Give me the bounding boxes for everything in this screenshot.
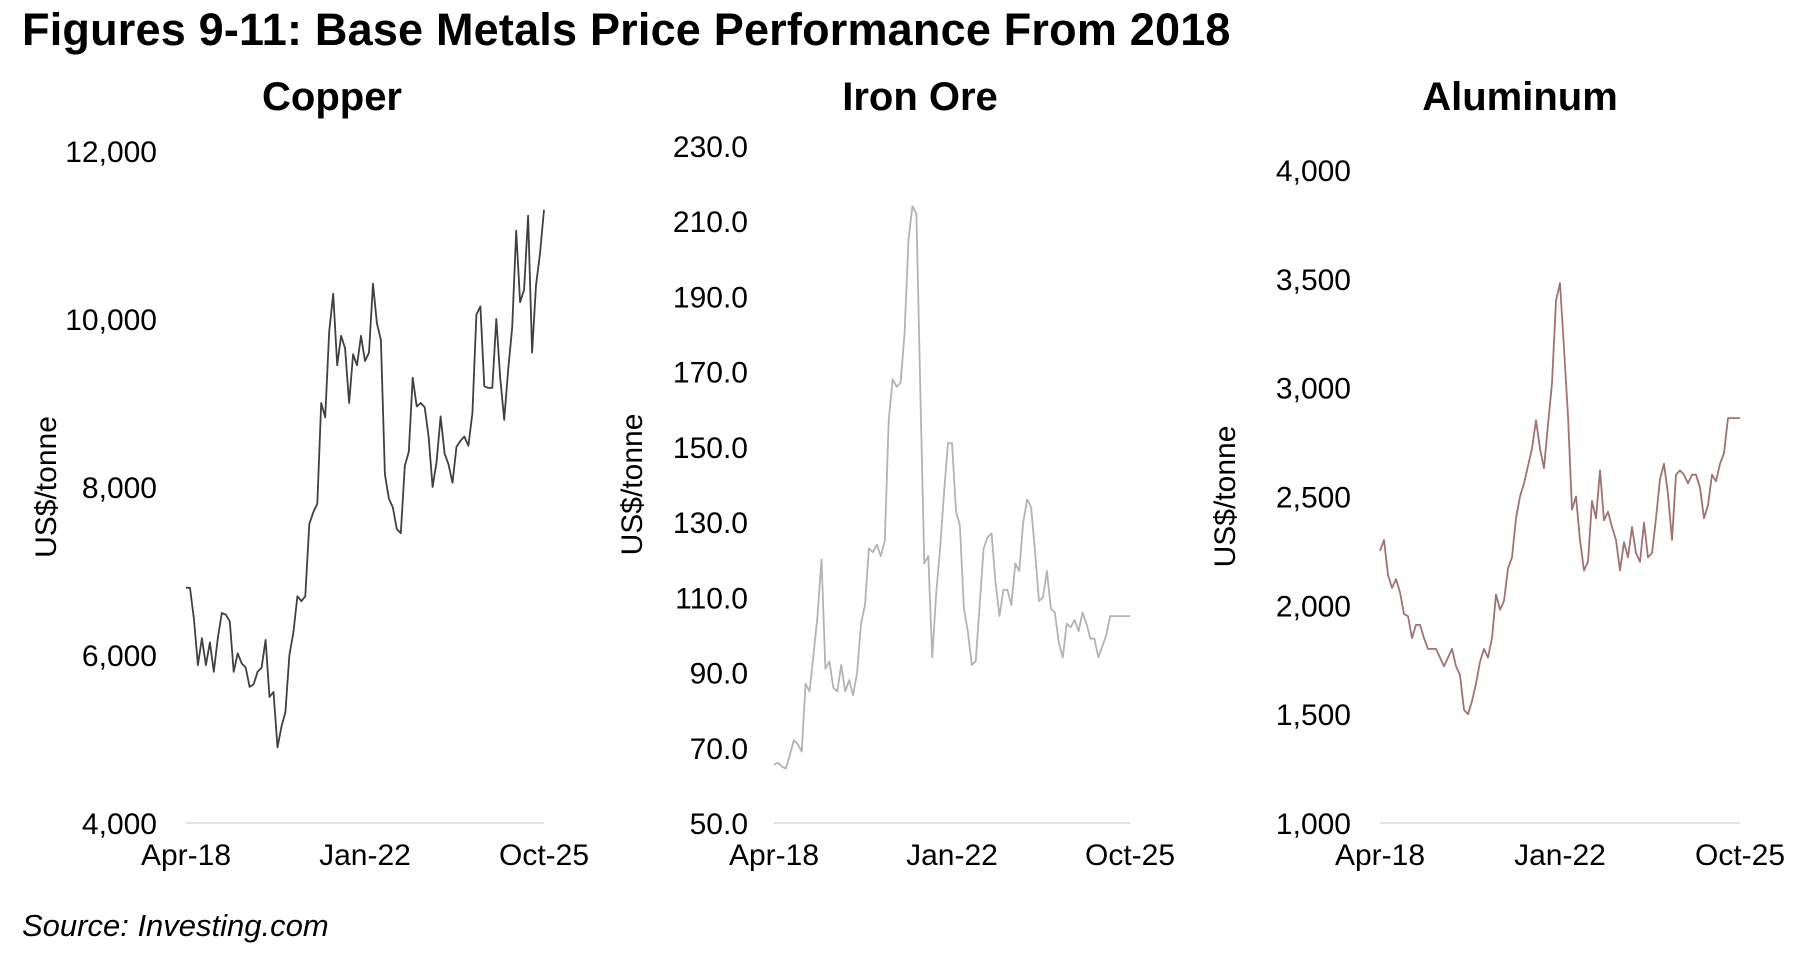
iron-ore-y-tick-label: 110.0 [675,582,748,615]
copper-y-tick-label: 8,000 [82,472,157,505]
aluminum-chart: Aluminum US$/tonne 1,000 1,500 2,000 2,500 3,0… [1209,75,1785,872]
iron-ore-chart-title: Iron Ore [842,75,998,119]
iron-ore-x-tick-label: Oct-25 [1085,839,1175,872]
iron-ore-y-tick-label: 90.0 [690,658,748,691]
iron-ore-y-tick-label: 130.0 [673,507,748,540]
iron-ore-x-tick-label: Apr-18 [729,839,819,872]
copper-y-tick-label: 10,000 [65,304,157,337]
iron-ore-y-tick-label: 230.0 [673,131,748,164]
copper-y-tick-label: 6,000 [82,640,157,673]
aluminum-x-tick-label: Jan-22 [1514,839,1606,872]
copper-price-line [186,209,545,749]
iron-ore-chart: Iron Ore US$/tonne 50.0 70.0 90.0 110.0 130.0 1… [616,75,1175,872]
aluminum-y-tick-label: 3,000 [1276,373,1351,406]
copper-y-tick-label: 4,000 [82,808,157,841]
aluminum-y-tick-label: 1,000 [1276,808,1351,841]
iron-ore-y-tick-label: 150.0 [673,432,748,465]
aluminum-x-tick-label: Oct-25 [1695,839,1785,872]
aluminum-y-tick-label: 1,500 [1276,699,1351,732]
iron-ore-x-tick-label: Jan-22 [906,839,998,872]
page-title: Figures 9-11: Base Metals Price Performa… [22,4,1231,55]
iron-ore-y-axis-label: US$/tonne [616,414,649,556]
aluminum-chart-title: Aluminum [1422,75,1618,119]
aluminum-y-axis-label: US$/tonne [1209,426,1242,568]
aluminum-y-tick-label: 2,000 [1276,590,1351,623]
copper-chart-title: Copper [262,75,402,119]
iron-ore-y-tick-label: 50.0 [690,808,748,841]
aluminum-y-tick-label: 2,500 [1276,482,1351,515]
aluminum-x-tick-label: Apr-18 [1335,839,1425,872]
aluminum-y-tick-label: 4,000 [1276,155,1351,188]
copper-x-tick-label: Jan-22 [319,839,411,872]
iron-ore-y-tick-label: 170.0 [673,357,748,390]
aluminum-price-line [1379,282,1740,716]
copper-x-tick-label: Oct-25 [499,839,589,872]
copper-y-tick-label: 12,000 [65,136,157,169]
copper-chart: Copper US$/tonne 4,000 6,000 8,000 10,000 12,0… [30,75,589,872]
iron-ore-price-line [773,205,1130,770]
copper-x-tick-label: Apr-18 [141,839,231,872]
copper-y-axis-label: US$/tonne [30,416,63,558]
source-note: Source: Investing.com [22,908,329,943]
iron-ore-y-tick-label: 190.0 [673,281,748,314]
aluminum-y-tick-label: 3,500 [1276,264,1351,297]
iron-ore-y-tick-label: 70.0 [690,733,748,766]
iron-ore-y-tick-label: 210.0 [673,206,748,239]
